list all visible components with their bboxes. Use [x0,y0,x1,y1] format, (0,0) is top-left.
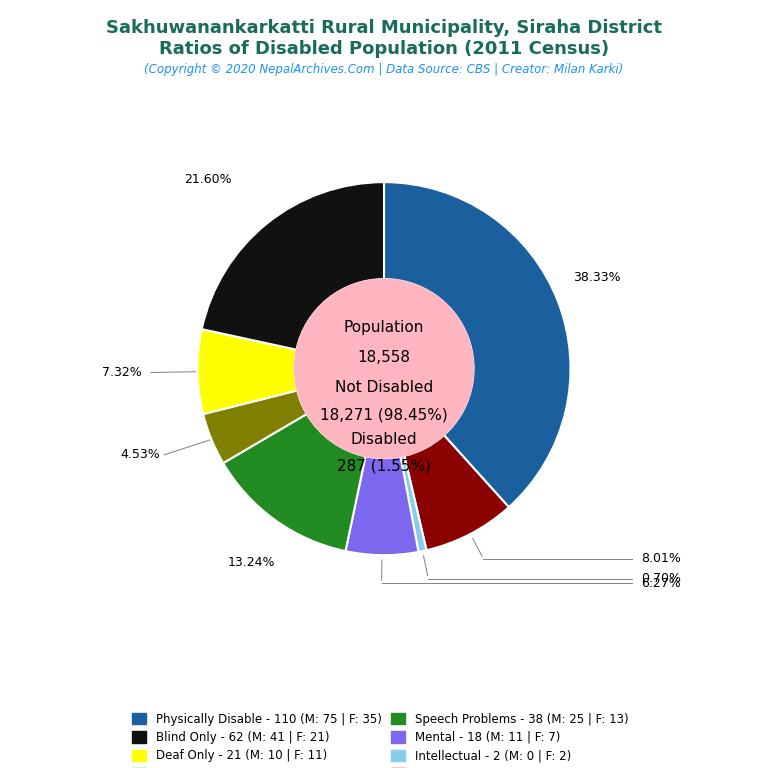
Wedge shape [203,390,306,463]
Text: 7.32%: 7.32% [102,366,141,379]
Text: Ratios of Disabled Population (2011 Census): Ratios of Disabled Population (2011 Cens… [159,40,609,58]
Text: 38.33%: 38.33% [573,271,621,284]
Wedge shape [401,456,426,552]
Wedge shape [346,456,419,555]
Text: 287 (1.55%): 287 (1.55%) [337,458,431,473]
Wedge shape [202,182,384,349]
Circle shape [294,279,474,458]
Text: Sakhuwanankarkatti Rural Municipality, Siraha District: Sakhuwanankarkatti Rural Municipality, S… [106,19,662,37]
Text: 13.24%: 13.24% [227,556,275,569]
Text: Disabled: Disabled [351,432,417,447]
Wedge shape [405,435,509,550]
Text: 6.27%: 6.27% [641,577,681,590]
Text: 0.70%: 0.70% [641,572,681,585]
Text: 4.53%: 4.53% [121,449,161,462]
Text: 21.60%: 21.60% [184,174,232,187]
Text: Population: Population [344,320,424,335]
Text: 18,271 (98.45%): 18,271 (98.45%) [320,408,448,422]
Text: (Copyright © 2020 NepalArchives.Com | Data Source: CBS | Creator: Milan Karki): (Copyright © 2020 NepalArchives.Com | Da… [144,63,624,76]
Text: 18,558: 18,558 [357,350,411,365]
Text: 8.01%: 8.01% [641,552,681,565]
Wedge shape [223,414,366,551]
Wedge shape [384,182,571,507]
Wedge shape [197,329,297,414]
Legend: Physically Disable - 110 (M: 75 | F: 35), Blind Only - 62 (M: 41 | F: 21), Deaf : Physically Disable - 110 (M: 75 | F: 35)… [132,713,636,768]
Text: Not Disabled: Not Disabled [335,380,433,395]
